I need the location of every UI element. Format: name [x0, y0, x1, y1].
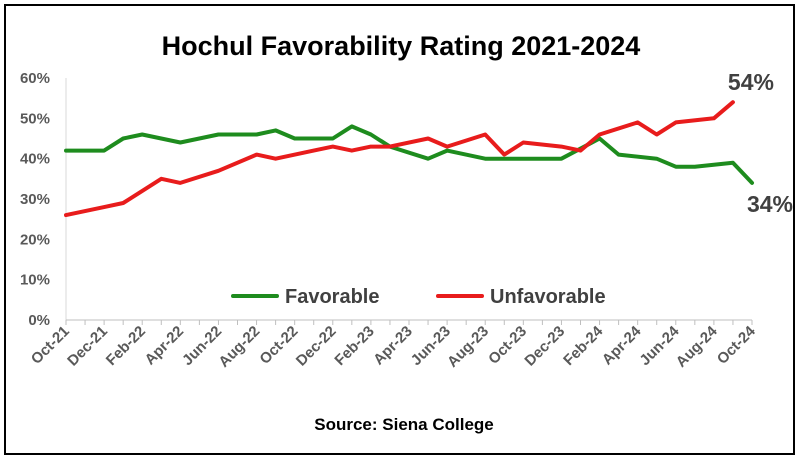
- x-tick-label: Aug-22: [215, 323, 263, 371]
- x-tick-label: Oct-23: [485, 323, 530, 368]
- end-label-favorable: 34%: [747, 191, 793, 217]
- x-tick-label: Oct-24: [714, 322, 759, 367]
- y-tick-label: 40%: [20, 151, 50, 168]
- y-tick-label: 0%: [28, 312, 50, 329]
- x-tick-label: Aug-24: [673, 322, 721, 370]
- series-line-favorable: [64, 124, 754, 185]
- y-tick-label: 60%: [20, 70, 50, 87]
- x-tick-label: Dec-23: [521, 323, 568, 370]
- x-tick-label: Apr-22: [142, 323, 188, 369]
- source-note: Source: Siena College: [314, 415, 494, 434]
- x-tick-label: Dec-21: [64, 323, 111, 370]
- x-tick-label: Feb-22: [103, 323, 149, 369]
- y-tick-label: 50%: [20, 110, 50, 127]
- series-lines: 34% 54%: [64, 69, 793, 218]
- x-tick-label: Feb-24: [560, 322, 607, 369]
- y-tick-label: 30%: [20, 191, 50, 208]
- x-tick-label: Apr-23: [370, 323, 416, 369]
- series-line-unfavorable: [64, 100, 735, 218]
- end-label-unfavorable: 54%: [728, 69, 774, 95]
- x-tick-label: Aug-23: [444, 323, 492, 371]
- x-tick-label: Dec-22: [293, 323, 340, 370]
- x-tick-label: Feb-23: [332, 323, 378, 369]
- legend-label-favorable: Favorable: [285, 286, 379, 308]
- x-tick-label: Oct-21: [28, 323, 73, 368]
- legend-label-unfavorable: Unfavorable: [490, 286, 606, 308]
- x-tick-label: Apr-24: [599, 322, 645, 368]
- y-tick-label: 10%: [20, 272, 50, 289]
- x-tick-label: Oct-22: [256, 323, 301, 368]
- chart-frame: [4, 4, 795, 455]
- legend: Favorable Unfavorable: [231, 286, 606, 308]
- chart-title: Hochul Favorability Rating 2021-2024: [162, 31, 641, 61]
- axes: 0%10%20%30%40%50%60%Oct-21Dec-21Feb-22Ap…: [20, 70, 759, 371]
- y-tick-label: 20%: [20, 231, 50, 248]
